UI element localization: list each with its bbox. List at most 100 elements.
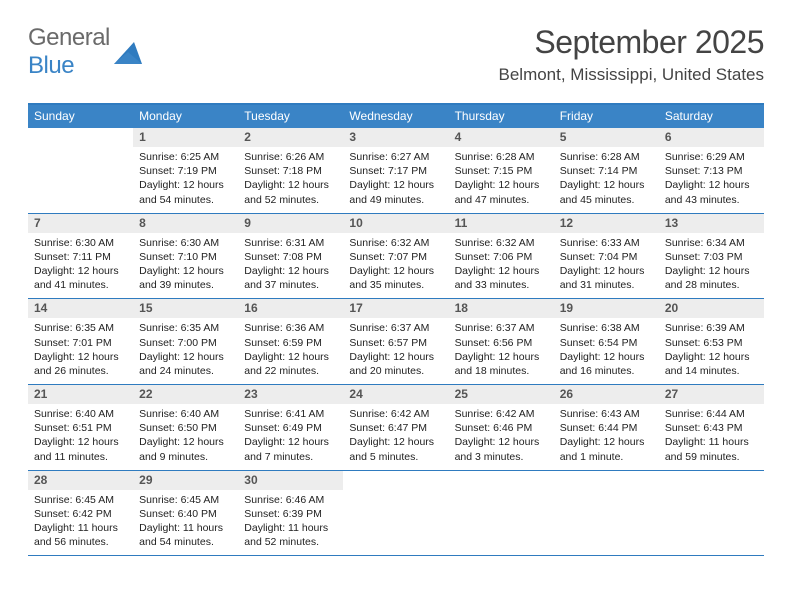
weeks-container: 1Sunrise: 6:25 AMSunset: 7:19 PMDaylight… [28,128,764,556]
sunrise-text: Sunrise: 6:30 AM [139,236,232,250]
day-cell: 27Sunrise: 6:44 AMSunset: 6:43 PMDayligh… [659,385,764,470]
day-number: 26 [554,385,659,404]
daylight-text: Daylight: 12 hours and 52 minutes. [244,178,337,206]
sunset-text: Sunset: 7:15 PM [455,164,548,178]
sunset-text: Sunset: 6:50 PM [139,421,232,435]
day-cell [554,471,659,556]
daylight-text: Daylight: 12 hours and 54 minutes. [139,178,232,206]
sunset-text: Sunset: 7:01 PM [34,336,127,350]
sunrise-text: Sunrise: 6:42 AM [349,407,442,421]
daylight-text: Daylight: 12 hours and 49 minutes. [349,178,442,206]
day-details: Sunrise: 6:36 AMSunset: 6:59 PMDaylight:… [238,318,343,384]
day-cell: 19Sunrise: 6:38 AMSunset: 6:54 PMDayligh… [554,299,659,384]
day-cell: 14 Sunrise: 6:35 AMSunset: 7:01 PMDayligh… [28,299,133,384]
sunrise-text: Sunrise: 6:30 AM [34,236,127,250]
daylight-text: Daylight: 11 hours and 56 minutes. [34,521,127,549]
daylight-text: Daylight: 12 hours and 7 minutes. [244,435,337,463]
sunrise-text: Sunrise: 6:40 AM [34,407,127,421]
sunrise-text: Sunrise: 6:35 AM [34,321,127,335]
day-details: Sunrise: 6:37 AMSunset: 6:56 PMDaylight:… [449,318,554,384]
sunrise-text: Sunrise: 6:31 AM [244,236,337,250]
day-cell: 22Sunrise: 6:40 AMSunset: 6:50 PMDayligh… [133,385,238,470]
daylight-text: Daylight: 12 hours and 1 minute. [560,435,653,463]
day-details: Sunrise: 6:45 AMSunset: 6:40 PMDaylight:… [133,490,238,556]
logo-word1: General [28,24,110,51]
day-details: Sunrise: 6:46 AMSunset: 6:39 PMDaylight:… [238,490,343,556]
day-cell [449,471,554,556]
sunset-text: Sunset: 7:07 PM [349,250,442,264]
sunrise-text: Sunrise: 6:36 AM [244,321,337,335]
day-number: 3 [343,128,448,147]
sunset-text: Sunset: 6:51 PM [34,421,127,435]
day-of-week-row: SundayMondayTuesdayWednesdayThursdayFrid… [28,105,764,128]
day-number: 7 [28,214,133,233]
day-number: 14 [28,299,133,318]
daylight-text: Daylight: 12 hours and 18 minutes. [455,350,548,378]
daylight-text: Daylight: 12 hours and 22 minutes. [244,350,337,378]
day-cell: 24Sunrise: 6:42 AMSunset: 6:47 PMDayligh… [343,385,448,470]
daylight-text: Daylight: 12 hours and 16 minutes. [560,350,653,378]
sunrise-text: Sunrise: 6:26 AM [244,150,337,164]
day-details: Sunrise: 6:39 AMSunset: 6:53 PMDaylight:… [659,318,764,384]
sunrise-text: Sunrise: 6:28 AM [560,150,653,164]
daylight-text: Daylight: 12 hours and 5 minutes. [349,435,442,463]
week-row: 14Sunrise: 6:35 AMSunset: 7:01 PMDayligh… [28,299,764,385]
day-cell: 1Sunrise: 6:25 AMSunset: 7:19 PMDaylight… [133,128,238,213]
sunset-text: Sunset: 6:53 PM [665,336,758,350]
daylight-text: Daylight: 12 hours and 24 minutes. [139,350,232,378]
sunset-text: Sunset: 6:46 PM [455,421,548,435]
sunset-text: Sunset: 7:08 PM [244,250,337,264]
day-cell: 8Sunrise: 6:30 AMSunset: 7:10 PMDaylight… [133,214,238,299]
day-cell: 20Sunrise: 6:39 AMSunset: 6:53 PMDayligh… [659,299,764,384]
daylight-text: Daylight: 12 hours and 9 minutes. [139,435,232,463]
day-of-week-label: Saturday [659,105,764,128]
day-cell: 23Sunrise: 6:41 AMSunset: 6:49 PMDayligh… [238,385,343,470]
day-cell: 30Sunrise: 6:46 AMSunset: 6:39 PMDayligh… [238,471,343,556]
day-details: Sunrise: 6:34 AMSunset: 7:03 PMDaylight:… [659,233,764,299]
sunrise-text: Sunrise: 6:41 AM [244,407,337,421]
daylight-text: Daylight: 12 hours and 45 minutes. [560,178,653,206]
day-cell: 25Sunrise: 6:42 AMSunset: 6:46 PMDayligh… [449,385,554,470]
day-cell [659,471,764,556]
day-number: 20 [659,299,764,318]
sunset-text: Sunset: 6:40 PM [139,507,232,521]
day-number: 2 [238,128,343,147]
day-details: Sunrise: 6:44 AMSunset: 6:43 PMDaylight:… [659,404,764,470]
day-cell: 12Sunrise: 6:33 AMSunset: 7:04 PMDayligh… [554,214,659,299]
day-number: 18 [449,299,554,318]
day-details: Sunrise: 6:43 AMSunset: 6:44 PMDaylight:… [554,404,659,470]
day-number: 12 [554,214,659,233]
day-cell: 16Sunrise: 6:36 AMSunset: 6:59 PMDayligh… [238,299,343,384]
header: General Blue September 2025 Belmont, Mis… [0,0,792,91]
day-cell: 7Sunrise: 6:30 AMSunset: 7:11 PMDaylight… [28,214,133,299]
daylight-text: Daylight: 12 hours and 37 minutes. [244,264,337,292]
day-number: 4 [449,128,554,147]
daylight-text: Daylight: 12 hours and 20 minutes. [349,350,442,378]
day-cell: 3Sunrise: 6:27 AMSunset: 7:17 PMDaylight… [343,128,448,213]
day-details: Sunrise: 6:40 AMSunset: 6:51 PMDaylight:… [28,404,133,470]
day-cell: 2Sunrise: 6:26 AMSunset: 7:18 PMDaylight… [238,128,343,213]
logo-text: General Blue [28,24,110,80]
day-cell: 21Sunrise: 6:40 AMSunset: 6:51 PMDayligh… [28,385,133,470]
day-cell [28,128,133,213]
day-number: 30 [238,471,343,490]
day-number: 9 [238,214,343,233]
sunrise-text: Sunrise: 6:28 AM [455,150,548,164]
day-details: Sunrise: 6:28 AMSunset: 7:15 PMDaylight:… [449,147,554,213]
day-number: 19 [554,299,659,318]
day-cell: 6Sunrise: 6:29 AMSunset: 7:13 PMDaylight… [659,128,764,213]
day-cell: 18Sunrise: 6:37 AMSunset: 6:56 PMDayligh… [449,299,554,384]
day-details: Sunrise: 6:32 AMSunset: 7:07 PMDaylight:… [343,233,448,299]
sunset-text: Sunset: 7:00 PM [139,336,232,350]
day-cell: 17Sunrise: 6:37 AMSunset: 6:57 PMDayligh… [343,299,448,384]
daylight-text: Daylight: 12 hours and 26 minutes. [34,350,127,378]
daylight-text: Daylight: 12 hours and 39 minutes. [139,264,232,292]
calendar: SundayMondayTuesdayWednesdayThursdayFrid… [28,103,764,556]
day-cell: 10Sunrise: 6:32 AMSunset: 7:07 PMDayligh… [343,214,448,299]
sunset-text: Sunset: 7:11 PM [34,250,127,264]
day-details: Sunrise: 6:30 AMSunset: 7:11 PMDaylight:… [28,233,133,299]
day-of-week-label: Thursday [449,105,554,128]
sunset-text: Sunset: 6:39 PM [244,507,337,521]
daylight-text: Daylight: 11 hours and 54 minutes. [139,521,232,549]
daylight-text: Daylight: 12 hours and 11 minutes. [34,435,127,463]
